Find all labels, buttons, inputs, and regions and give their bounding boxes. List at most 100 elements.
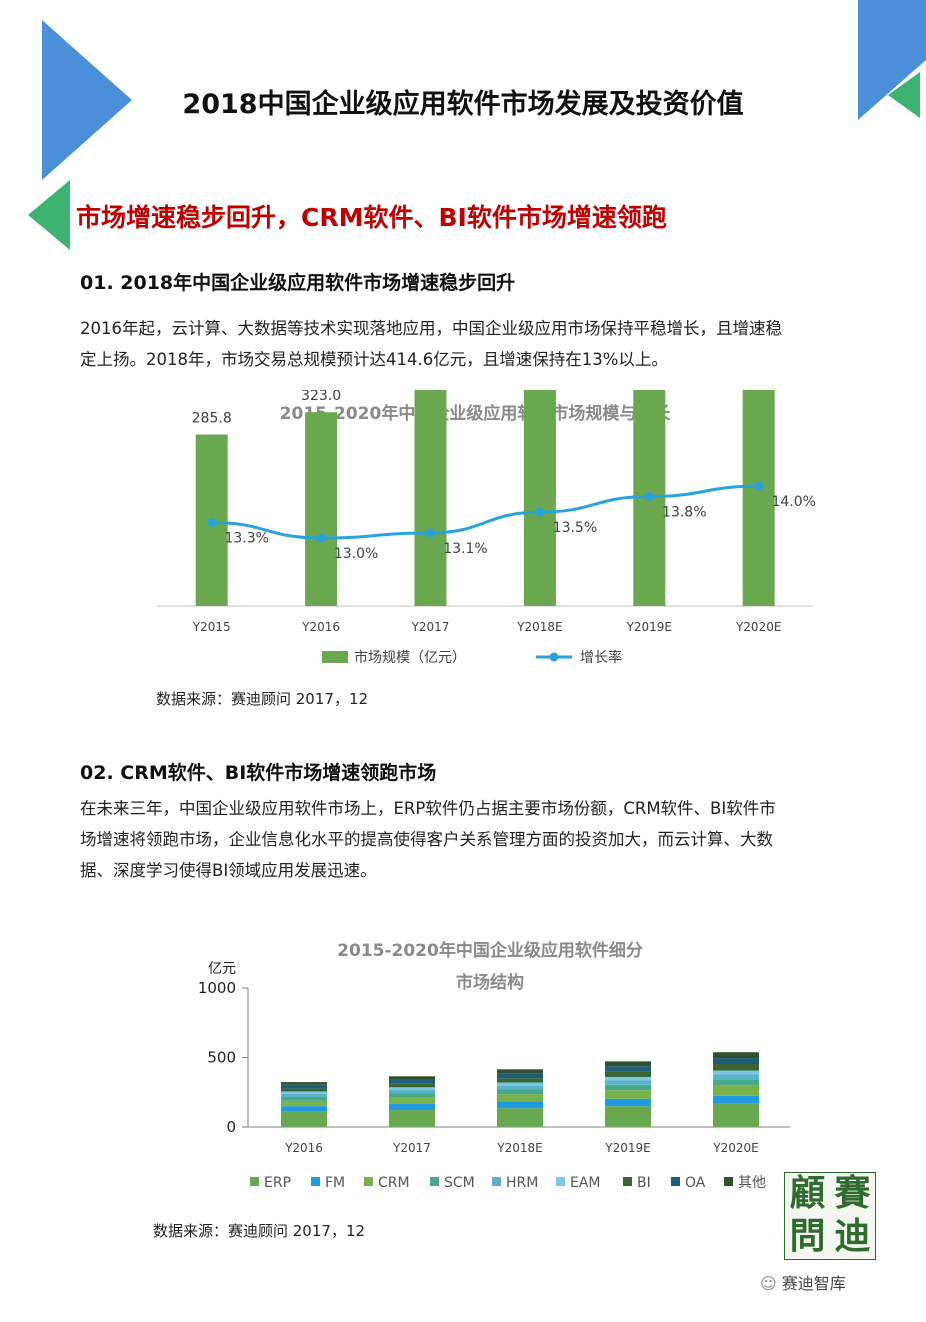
y-tick-label: 1000 (198, 979, 236, 997)
stacked-bar-segment (389, 1079, 435, 1084)
blue-triangle-left (42, 20, 132, 180)
legend-swatch (724, 1177, 733, 1186)
chart2-title-line: 2015-2020年中国企业级应用软件细分 (337, 940, 643, 961)
growth-rate-label: 13.0% (334, 546, 378, 562)
stacked-bar-segment (281, 1100, 327, 1107)
stacked-bar-segment (281, 1084, 327, 1089)
legend-swatch (556, 1177, 565, 1186)
logo-char: 問 (789, 1215, 826, 1257)
stacked-bar-segment (389, 1087, 435, 1091)
legend-label: 其他 (738, 1175, 766, 1191)
legend-label: HRM (506, 1175, 538, 1191)
stacked-bar-segment (281, 1106, 327, 1112)
x-tick-label: Y2016 (301, 620, 340, 634)
x-tick-label: Y2020E (735, 620, 781, 634)
stacked-bar-segment (281, 1082, 327, 1085)
stacked-bar-segment (497, 1085, 543, 1090)
logo-char: 賽 (834, 1172, 871, 1214)
x-tick-label: Y2015 (192, 620, 231, 634)
stacked-bar-segment (497, 1073, 543, 1079)
green-triangle-left (28, 180, 70, 250)
x-tick-label: Y2017 (411, 620, 450, 634)
green-triangle-right (888, 72, 920, 118)
paragraph-line: 2016年起，云计算、大数据等技术实现落地应用，中国企业级应用市场保持平稳增长，… (80, 319, 782, 338)
growth-rate-point (535, 507, 545, 517)
stacked-bar-segment (389, 1090, 435, 1094)
legend-label: CRM (378, 1175, 410, 1191)
decorative-corner-shapes (28, 0, 926, 250)
y-axis-unit: 亿元 (208, 961, 236, 977)
stacked-bar-segment (281, 1093, 327, 1097)
growth-rate-line (211, 484, 759, 540)
stacked-bar-segment (389, 1103, 435, 1111)
legend-label: FM (325, 1175, 345, 1191)
stacked-bar-segment (713, 1095, 759, 1104)
bar (523, 390, 556, 606)
legend-swatch (492, 1177, 501, 1186)
stacked-bar-segment (605, 1061, 651, 1067)
stacked-bar-segment (389, 1110, 435, 1127)
stacked-bar-segment (389, 1093, 435, 1098)
stacked-bar-segment (713, 1070, 759, 1075)
stacked-bar-segment (605, 1106, 651, 1127)
stacked-bar-segment (713, 1085, 759, 1096)
logo-char: 顧 (789, 1172, 826, 1214)
stacked-bar-segment (605, 1090, 651, 1099)
stacked-bar-segment (281, 1088, 327, 1092)
legend-swatch-point (549, 652, 559, 662)
section1-heading: 01. 2018年中国企业级应用软件市场增速稳步回升 (80, 272, 516, 294)
growth-rate-label: 13.1% (443, 541, 487, 557)
stacked-bar-segment (389, 1076, 435, 1080)
section1-paragraph: 2016年起，云计算、大数据等技术实现落地应用，中国企业级应用市场保持平稳增长，… (80, 313, 890, 375)
legend-label: BI (637, 1175, 651, 1191)
growth-rate-label: 13.3% (224, 531, 268, 547)
legend-swatch (430, 1177, 439, 1186)
chart2-title-line: 市场结构 (456, 972, 524, 993)
legend-swatch (623, 1177, 632, 1186)
logo-char: 迪 (834, 1215, 871, 1257)
legend-label: OA (685, 1175, 706, 1191)
section-title: 市场增速稳步回升，CRM软件、BI软件市场增速领跑 (76, 203, 667, 232)
stacked-bar-segment (497, 1101, 543, 1109)
growth-rate-point (207, 518, 217, 527)
growth-rate-label: 14.0% (771, 494, 815, 510)
stacked-bar-segment (713, 1058, 759, 1065)
stacked-bar-segment (605, 1071, 651, 1077)
stacked-bar-segment (605, 1076, 651, 1081)
chart1-title: 2015-2020年中国企业级应用软件市场规模与增长 (280, 403, 672, 424)
growth-rate-point (644, 492, 654, 502)
wechat-account-tag: ☺ 赛迪智库 (760, 1270, 846, 1294)
stacked-bar-segment (713, 1074, 759, 1080)
legend-label: SCM (444, 1175, 475, 1191)
segment-structure-chart: 2015-2020年中国企业级应用软件细分 市场结构 亿元 1000 500 0 Y20… (198, 940, 790, 1191)
stacked-bar-segment (497, 1078, 543, 1083)
legend-label: EAM (570, 1175, 601, 1191)
paragraph-line: 场增速将领跑市场，企业信息化水平的提高使得客户关系管理方面的投资加大，而云计算、… (80, 830, 773, 849)
wechat-account-name: 赛迪智库 (781, 1274, 846, 1293)
stacked-bar-segment (497, 1089, 543, 1095)
paragraph-line: 在未来三年，中国企业级应用软件市场上，ERP软件仍占据主要市场份额，CRM软件、… (80, 799, 776, 818)
bar (414, 390, 447, 606)
bar-value-label: 285.8 (192, 411, 232, 427)
x-tick-label: Y2020E (712, 1141, 758, 1155)
section2-heading: 02. CRM软件、BI软件市场增速领跑市场 (80, 762, 437, 784)
stacked-bar-segment (605, 1066, 651, 1072)
bar (305, 412, 338, 606)
chart1-source: 数据来源：赛迪顾问 2017，12 (156, 690, 369, 708)
bar (742, 390, 775, 606)
legend-swatch (250, 1177, 259, 1186)
legend-swatch (364, 1177, 373, 1186)
legend-label: 增长率 (580, 649, 622, 666)
stacked-bar-segment (713, 1079, 759, 1086)
y-tick-label: 500 (207, 1049, 236, 1067)
stacked-bar-segment (389, 1083, 435, 1088)
stacked-bar-segment (713, 1052, 759, 1059)
legend-swatch-bar (322, 651, 348, 663)
stacked-bar-segment (605, 1098, 651, 1107)
stacked-bar-segment (281, 1111, 327, 1127)
stacked-bar-segment (497, 1108, 543, 1127)
growth-rate-label: 13.8% (662, 505, 706, 521)
stacked-bar-segment (713, 1103, 759, 1127)
legend-swatch (311, 1177, 320, 1186)
stacked-bar-segment (605, 1080, 651, 1085)
